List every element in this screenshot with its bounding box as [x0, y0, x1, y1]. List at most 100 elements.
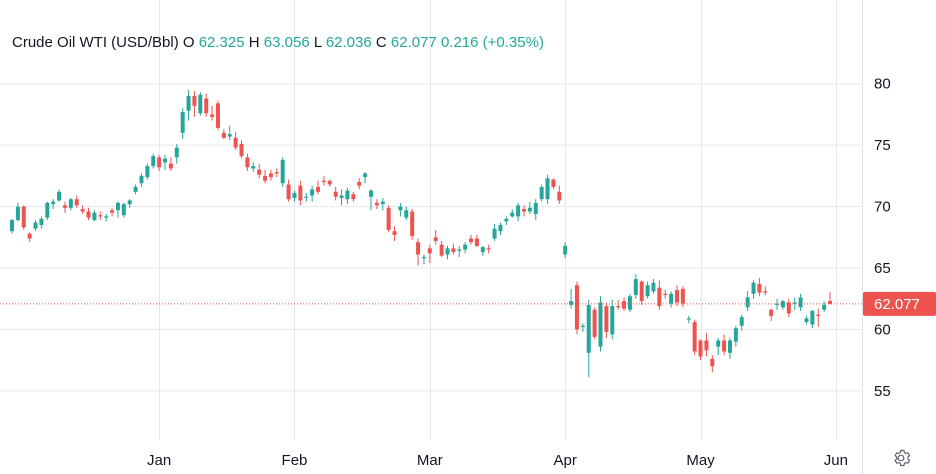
candle[interactable] [239, 140, 244, 159]
candle[interactable] [127, 199, 132, 208]
price-axis[interactable]: 55 60 65 70 75 80 [874, 76, 891, 400]
candle[interactable] [27, 232, 32, 243]
candle[interactable] [39, 216, 44, 229]
candle[interactable] [722, 334, 727, 356]
candle[interactable] [351, 191, 356, 202]
candle[interactable] [492, 223, 497, 241]
candle[interactable] [174, 143, 179, 164]
candle[interactable] [286, 179, 291, 202]
candle[interactable] [386, 205, 391, 233]
candle[interactable] [474, 234, 479, 248]
candle[interactable] [33, 220, 38, 232]
candle[interactable] [410, 209, 415, 240]
candle[interactable] [86, 207, 91, 221]
candle[interactable] [780, 299, 785, 310]
candle[interactable] [598, 296, 603, 352]
candle[interactable] [504, 216, 509, 225]
candle[interactable] [62, 201, 67, 213]
candle[interactable] [569, 288, 574, 309]
candle[interactable] [274, 168, 279, 178]
candle[interactable] [616, 299, 621, 310]
candle[interactable] [786, 298, 791, 318]
candle[interactable] [439, 240, 444, 257]
time-axis[interactable]: Jan Feb Mar Apr May Jun [147, 452, 848, 469]
candle[interactable] [421, 254, 426, 265]
candle[interactable] [233, 131, 238, 151]
candle[interactable] [404, 206, 409, 221]
candle[interactable] [451, 243, 456, 255]
candle[interactable] [151, 153, 156, 169]
candle[interactable] [157, 154, 162, 171]
candle[interactable] [227, 125, 232, 141]
candle[interactable] [257, 163, 262, 179]
candle[interactable] [57, 189, 62, 202]
candle[interactable] [298, 180, 303, 206]
candle[interactable] [457, 245, 462, 257]
candle[interactable] [533, 199, 538, 221]
candle[interactable] [263, 169, 268, 184]
candle[interactable] [251, 162, 256, 173]
candle[interactable] [757, 277, 762, 297]
candle[interactable] [68, 197, 73, 211]
candle[interactable] [363, 172, 368, 184]
candle[interactable] [692, 319, 697, 356]
candle[interactable] [74, 195, 79, 208]
candle[interactable] [80, 205, 85, 214]
candle[interactable] [751, 280, 756, 299]
candle[interactable] [792, 297, 797, 310]
candle[interactable] [292, 190, 297, 202]
candle[interactable] [539, 184, 544, 202]
candle[interactable] [245, 153, 250, 171]
candle[interactable] [516, 202, 521, 222]
candle[interactable] [710, 355, 715, 373]
candle[interactable] [657, 280, 662, 310]
symbol-name[interactable]: Crude Oil WTI (USD/Bbl) [12, 34, 179, 51]
candle[interactable] [192, 91, 197, 117]
candle[interactable] [310, 185, 315, 202]
candle[interactable] [645, 281, 650, 299]
candle[interactable] [828, 291, 833, 305]
candle[interactable] [45, 201, 50, 221]
candle[interactable] [810, 309, 815, 329]
candle[interactable] [798, 293, 803, 311]
candle[interactable] [669, 291, 674, 308]
candle[interactable] [163, 154, 168, 170]
candle[interactable] [527, 201, 532, 214]
candle[interactable] [221, 129, 226, 139]
candle[interactable] [727, 338, 732, 359]
candle[interactable] [321, 175, 326, 186]
candle[interactable] [339, 189, 344, 206]
candle[interactable] [510, 209, 515, 218]
candle[interactable] [463, 242, 468, 254]
candle[interactable] [327, 179, 332, 187]
candle[interactable] [345, 188, 350, 205]
candle[interactable] [480, 245, 485, 256]
candle[interactable] [551, 178, 556, 190]
gear-icon[interactable] [891, 448, 911, 468]
candle[interactable] [586, 299, 591, 378]
candle[interactable] [680, 286, 685, 308]
candle[interactable] [563, 242, 568, 259]
candle[interactable] [686, 315, 691, 324]
candle[interactable] [769, 308, 774, 321]
candle[interactable] [521, 205, 526, 217]
candle[interactable] [98, 211, 103, 221]
candle[interactable] [498, 222, 503, 235]
candle[interactable] [663, 290, 668, 299]
candle[interactable] [280, 157, 285, 187]
candle[interactable] [21, 205, 26, 230]
candle[interactable] [180, 108, 185, 139]
candle[interactable] [822, 301, 827, 313]
candle[interactable] [651, 279, 656, 294]
candle[interactable] [716, 338, 721, 356]
candle[interactable] [133, 184, 138, 195]
candle[interactable] [675, 285, 680, 307]
candle[interactable] [610, 299, 615, 340]
candle[interactable] [469, 234, 474, 245]
candle[interactable] [204, 93, 209, 117]
candle[interactable] [592, 307, 597, 340]
candle[interactable] [333, 186, 338, 201]
candle[interactable] [698, 339, 703, 361]
candle[interactable] [121, 202, 126, 218]
candle[interactable] [368, 189, 373, 211]
